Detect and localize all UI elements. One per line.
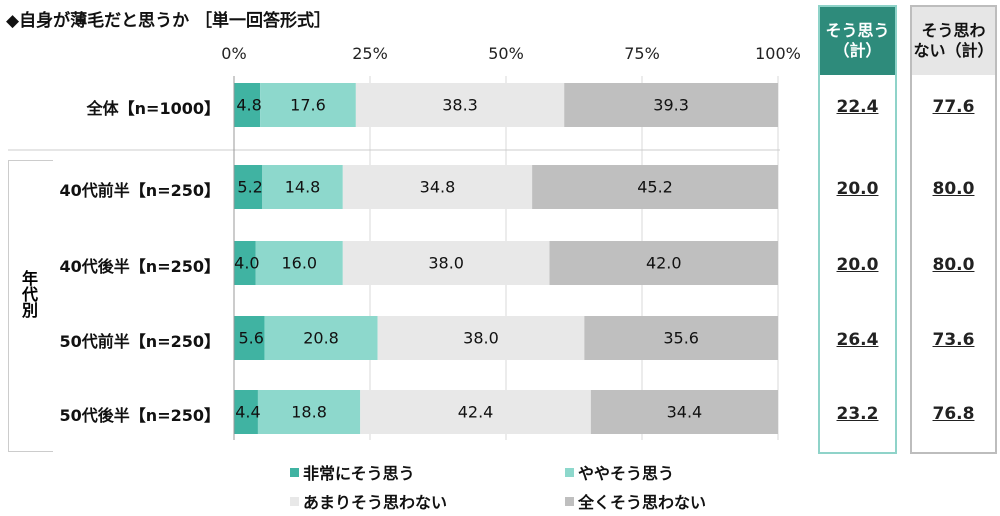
bar-segment: [234, 165, 263, 209]
bar-segment: [257, 390, 361, 434]
data-label: 42.4: [457, 402, 494, 422]
bar-segment: [355, 83, 565, 127]
summary-value: 22.4: [836, 97, 879, 117]
data-label: 42.0: [645, 253, 682, 273]
bar-segment: [377, 316, 585, 360]
summary-value: 73.6: [932, 330, 975, 350]
bar-segment: [360, 390, 591, 434]
group-bracket: [8, 160, 53, 452]
bar-segment: [262, 165, 343, 209]
category-label: 40代前半【n=250】: [59, 181, 220, 200]
bar-segment: [234, 390, 258, 434]
bar-segment: [549, 241, 778, 285]
category-label: 50代後半【n=250】: [59, 406, 220, 425]
summary-value: 20.0: [836, 179, 879, 199]
data-label: 14.8: [284, 177, 321, 197]
bar-segment: [342, 165, 533, 209]
x-tick-label: 100%: [755, 44, 801, 63]
legend-label: 非常にそう思う: [303, 464, 415, 483]
category-label: 40代後半【n=250】: [59, 257, 220, 276]
legend-label: ややそう思う: [578, 464, 675, 483]
data-label: 38.0: [463, 328, 499, 348]
category-label: 50代前半【n=250】: [59, 332, 220, 351]
legend-swatch: [290, 467, 299, 477]
legend-swatch: [565, 467, 574, 477]
summary-value: 26.4: [836, 330, 879, 350]
data-label: 39.3: [653, 95, 689, 115]
category-label: 全体【n=1000】: [86, 99, 220, 118]
summary-column: そう思わ ない（計） 77.6 80.0 80.0 73.6 76.8: [910, 5, 997, 454]
legend-item: ややそう思う: [565, 460, 674, 484]
bar-segment: [532, 165, 778, 209]
bar-segment: [564, 83, 778, 127]
bar-segment: [234, 83, 261, 127]
legend-swatch: [290, 496, 299, 506]
data-label: 18.8: [291, 402, 327, 422]
group-label: 年代別: [19, 270, 38, 318]
data-label: 38.3: [442, 95, 478, 115]
data-label: 5.6: [238, 328, 264, 348]
data-label: 34.8: [419, 177, 456, 197]
data-label: 4.4: [235, 402, 261, 422]
data-label: 34.4: [666, 402, 703, 422]
summary-value: 80.0: [932, 255, 975, 275]
bar-segment: [234, 241, 256, 285]
data-label: 16.0: [281, 253, 318, 273]
x-tick-label: 75%: [624, 44, 660, 63]
bar-segment: [264, 316, 378, 360]
bar-segment: [234, 316, 265, 360]
bar-segment: [584, 316, 778, 360]
bar-segment: [590, 390, 778, 434]
summary-column: そう思う （計） 22.4 20.0 20.0 26.4 23.2: [818, 5, 897, 454]
data-label: 38.0: [428, 253, 464, 273]
summary-value: 76.8: [932, 404, 975, 424]
data-label: 45.2: [637, 177, 673, 197]
bar-segment: [260, 83, 356, 127]
legend-item: 全くそう思わない: [565, 489, 706, 513]
data-label: 17.6: [290, 95, 326, 115]
data-label: 35.6: [663, 328, 699, 348]
data-label: 20.8: [303, 328, 339, 348]
summary-value: 20.0: [836, 255, 879, 275]
summary-header: そう思う （計）: [820, 7, 895, 75]
legend-label: あまりそう思わない: [303, 493, 448, 512]
data-label: 4.8: [236, 95, 262, 115]
legend-label: 全くそう思わない: [578, 493, 707, 512]
data-label: 5.2: [237, 177, 263, 197]
data-label: 4.0: [234, 253, 260, 273]
bar-segment: [342, 241, 550, 285]
legend-swatch: [565, 496, 574, 506]
summary-value: 77.6: [932, 97, 975, 117]
x-tick-label: 0%: [221, 44, 247, 63]
chart-title: ◆自身が薄毛だと思うか ［単一回答形式］: [6, 11, 331, 31]
x-tick-label: 25%: [352, 44, 388, 63]
legend-item: あまりそう思わない: [290, 489, 447, 513]
legend-item: 非常にそう思う: [290, 460, 415, 484]
summary-header: そう思わ ない（計）: [912, 7, 995, 75]
summary-value: 23.2: [836, 404, 879, 424]
bar-segment: [255, 241, 343, 285]
x-tick-label: 50%: [488, 44, 524, 63]
summary-value: 80.0: [932, 179, 975, 199]
